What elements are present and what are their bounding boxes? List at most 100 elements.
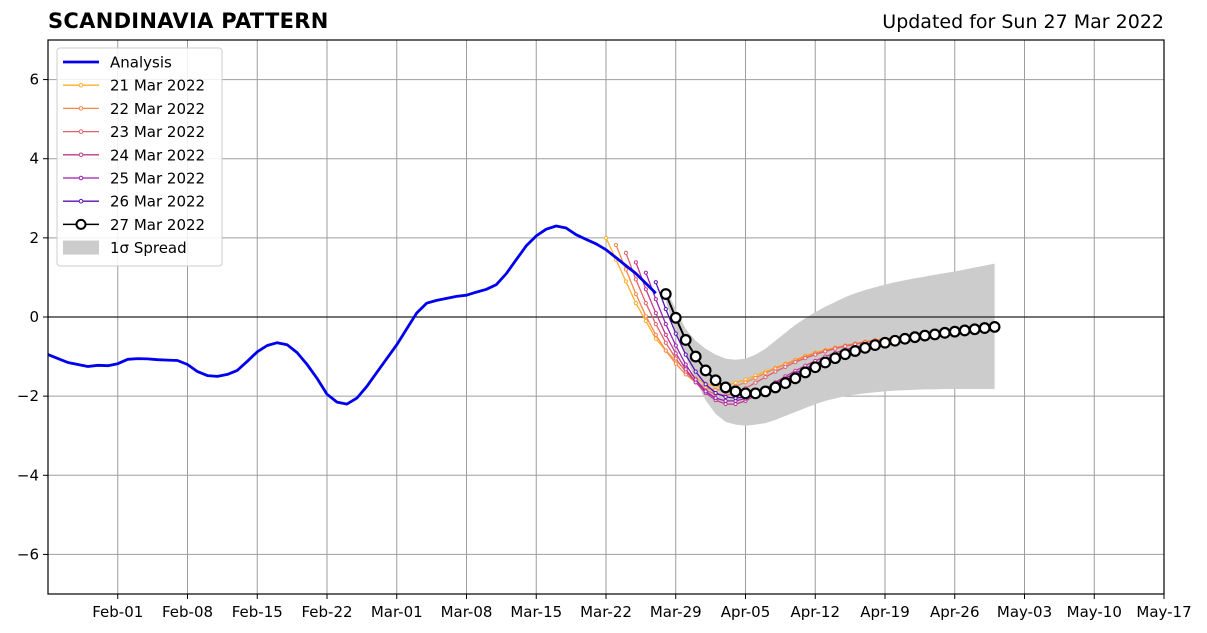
series-point bbox=[653, 322, 658, 327]
legend-label: 25 Mar 2022 bbox=[110, 170, 205, 188]
series-point bbox=[653, 297, 658, 302]
series-point bbox=[769, 381, 782, 394]
series-point bbox=[673, 351, 678, 356]
series-point bbox=[673, 361, 678, 366]
series-point bbox=[633, 291, 638, 297]
series-point bbox=[849, 345, 862, 357]
series-point bbox=[683, 367, 688, 372]
series-point bbox=[703, 382, 708, 387]
series-point bbox=[613, 242, 619, 248]
x-tick-label: Mar-08 bbox=[441, 603, 493, 621]
series-point bbox=[659, 288, 672, 300]
chart-title: SCANDINAVIA PATTERN bbox=[48, 9, 329, 33]
series-point bbox=[793, 360, 798, 365]
series-point bbox=[729, 385, 742, 398]
legend-swatch-marker bbox=[78, 152, 84, 158]
series-point bbox=[643, 270, 648, 275]
series-point bbox=[723, 398, 728, 403]
x-tick-label: May-10 bbox=[1067, 603, 1122, 621]
x-tick-label: Feb-22 bbox=[301, 603, 352, 621]
x-tick-label: Feb-08 bbox=[162, 603, 213, 621]
series-point bbox=[713, 390, 718, 396]
series-point bbox=[603, 235, 609, 240]
series-point bbox=[663, 332, 668, 337]
series-point bbox=[713, 396, 718, 401]
series-point bbox=[689, 350, 702, 363]
x-tick-label: May-17 bbox=[1136, 603, 1191, 621]
series-point bbox=[928, 328, 941, 341]
series-point bbox=[693, 369, 698, 374]
series-point bbox=[918, 329, 931, 342]
series-point bbox=[829, 352, 842, 365]
x-tick-label: Apr-19 bbox=[860, 603, 910, 621]
series-point bbox=[719, 381, 732, 394]
series-point bbox=[783, 364, 788, 369]
y-tick-label: −2 bbox=[17, 387, 39, 405]
legend-label: 24 Mar 2022 bbox=[110, 146, 205, 164]
x-tick-label: Feb-15 bbox=[232, 603, 283, 621]
x-tick-label: May-03 bbox=[997, 603, 1052, 621]
series-point bbox=[673, 343, 678, 348]
series-point bbox=[839, 348, 852, 361]
y-tick-label: 6 bbox=[29, 71, 39, 89]
series-point bbox=[749, 387, 762, 400]
series-point bbox=[908, 331, 921, 344]
series-point bbox=[743, 380, 748, 385]
series-point bbox=[763, 371, 768, 376]
y-tick-label: 2 bbox=[29, 229, 39, 247]
series-point bbox=[869, 339, 881, 351]
x-tick-label: Mar-29 bbox=[650, 603, 702, 621]
series-point bbox=[799, 366, 812, 379]
series-point bbox=[823, 349, 828, 354]
series-point bbox=[753, 375, 758, 381]
series-point bbox=[789, 372, 802, 385]
analysis-layer bbox=[47, 224, 657, 406]
legend-label: 1σ Spread bbox=[110, 239, 187, 257]
series-point bbox=[663, 322, 668, 327]
legend-swatch-marker bbox=[78, 175, 84, 181]
latest-forecast-layer bbox=[659, 288, 1001, 400]
x-tick-label: Apr-05 bbox=[721, 603, 771, 621]
series-point bbox=[843, 344, 848, 349]
series-point bbox=[633, 301, 638, 306]
series-point bbox=[773, 369, 778, 374]
legend-label: Analysis bbox=[110, 54, 172, 72]
legend-box bbox=[56, 47, 223, 267]
series-point bbox=[653, 336, 658, 341]
series-point bbox=[673, 331, 678, 336]
y-tick-label: 0 bbox=[29, 308, 39, 326]
x-tick-label: Mar-22 bbox=[580, 603, 632, 621]
series-point bbox=[653, 280, 658, 285]
x-tick-label: Apr-12 bbox=[791, 603, 841, 621]
legend-swatch-marker bbox=[78, 82, 84, 88]
series-point bbox=[968, 323, 981, 336]
series-point bbox=[803, 356, 808, 361]
analysis-line bbox=[47, 224, 657, 406]
spread-layer bbox=[665, 263, 995, 426]
updated-date: Updated for Sun 27 Mar 2022 bbox=[882, 11, 1164, 33]
legend-label: 23 Mar 2022 bbox=[110, 123, 205, 141]
series-point bbox=[623, 279, 629, 284]
series-point bbox=[643, 314, 648, 319]
series-point bbox=[988, 320, 1001, 333]
series-point bbox=[703, 389, 708, 394]
series-point bbox=[633, 277, 638, 282]
series-point bbox=[763, 375, 768, 380]
spread-band bbox=[665, 263, 995, 426]
series-point bbox=[653, 332, 658, 337]
series-point bbox=[759, 385, 772, 398]
series-point bbox=[833, 346, 838, 351]
y-tick-label: 4 bbox=[29, 150, 39, 168]
series-point bbox=[899, 332, 911, 345]
y-tick-label: −6 bbox=[17, 545, 39, 563]
series-point bbox=[733, 380, 738, 385]
series-point bbox=[753, 380, 758, 385]
series-point bbox=[709, 374, 722, 387]
series-point bbox=[779, 377, 792, 389]
series-point bbox=[669, 311, 682, 324]
plot-frame bbox=[47, 39, 1165, 595]
series-point bbox=[948, 325, 961, 338]
series-point bbox=[859, 341, 871, 354]
series-point bbox=[643, 301, 648, 306]
